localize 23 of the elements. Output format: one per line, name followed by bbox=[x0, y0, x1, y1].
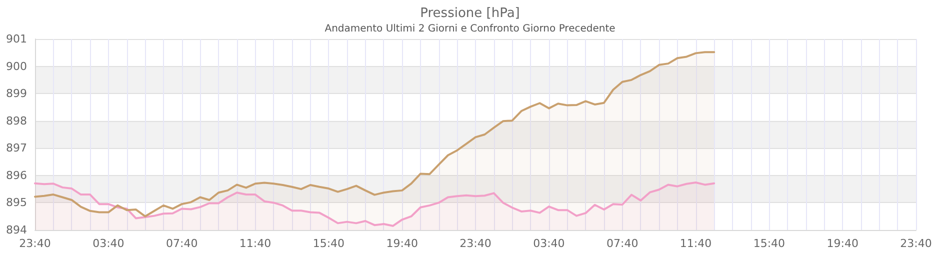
x-tick-label: 23:40 bbox=[900, 237, 932, 250]
x-tick-label: 03:40 bbox=[533, 237, 565, 250]
y-tick-label: 901 bbox=[6, 32, 27, 46]
y-tick-label: 900 bbox=[6, 60, 27, 73]
x-tick-label: 19:40 bbox=[826, 237, 858, 250]
x-tick-label: 15:40 bbox=[753, 237, 786, 250]
x-tick-label: 11:40 bbox=[239, 237, 272, 250]
y-tick-label: 899 bbox=[6, 87, 27, 100]
x-tick-label: 03:40 bbox=[92, 237, 124, 250]
x-tick-label: 23:40 bbox=[19, 237, 51, 250]
x-tick-label: 11:40 bbox=[680, 237, 712, 250]
x-tick-label: 07:40 bbox=[606, 237, 638, 250]
chart-subtitle: Andamento Ultimi 2 Giorni e Confronto Giorno Precedente bbox=[324, 24, 616, 34]
x-tick-label: 07:40 bbox=[166, 237, 198, 250]
y-tick-label: 894 bbox=[6, 224, 27, 236]
y-tick-label: 896 bbox=[6, 168, 27, 182]
x-tick-label: 23:40 bbox=[460, 237, 492, 250]
y-tick-label: 895 bbox=[6, 196, 27, 210]
x-tick-label: 15:40 bbox=[312, 237, 345, 250]
x-tick-label: 19:40 bbox=[386, 237, 418, 250]
chart-title: Pressione [hPa] bbox=[420, 6, 520, 21]
y-tick-label: 898 bbox=[6, 114, 27, 128]
y-tick-label: 897 bbox=[6, 142, 27, 155]
